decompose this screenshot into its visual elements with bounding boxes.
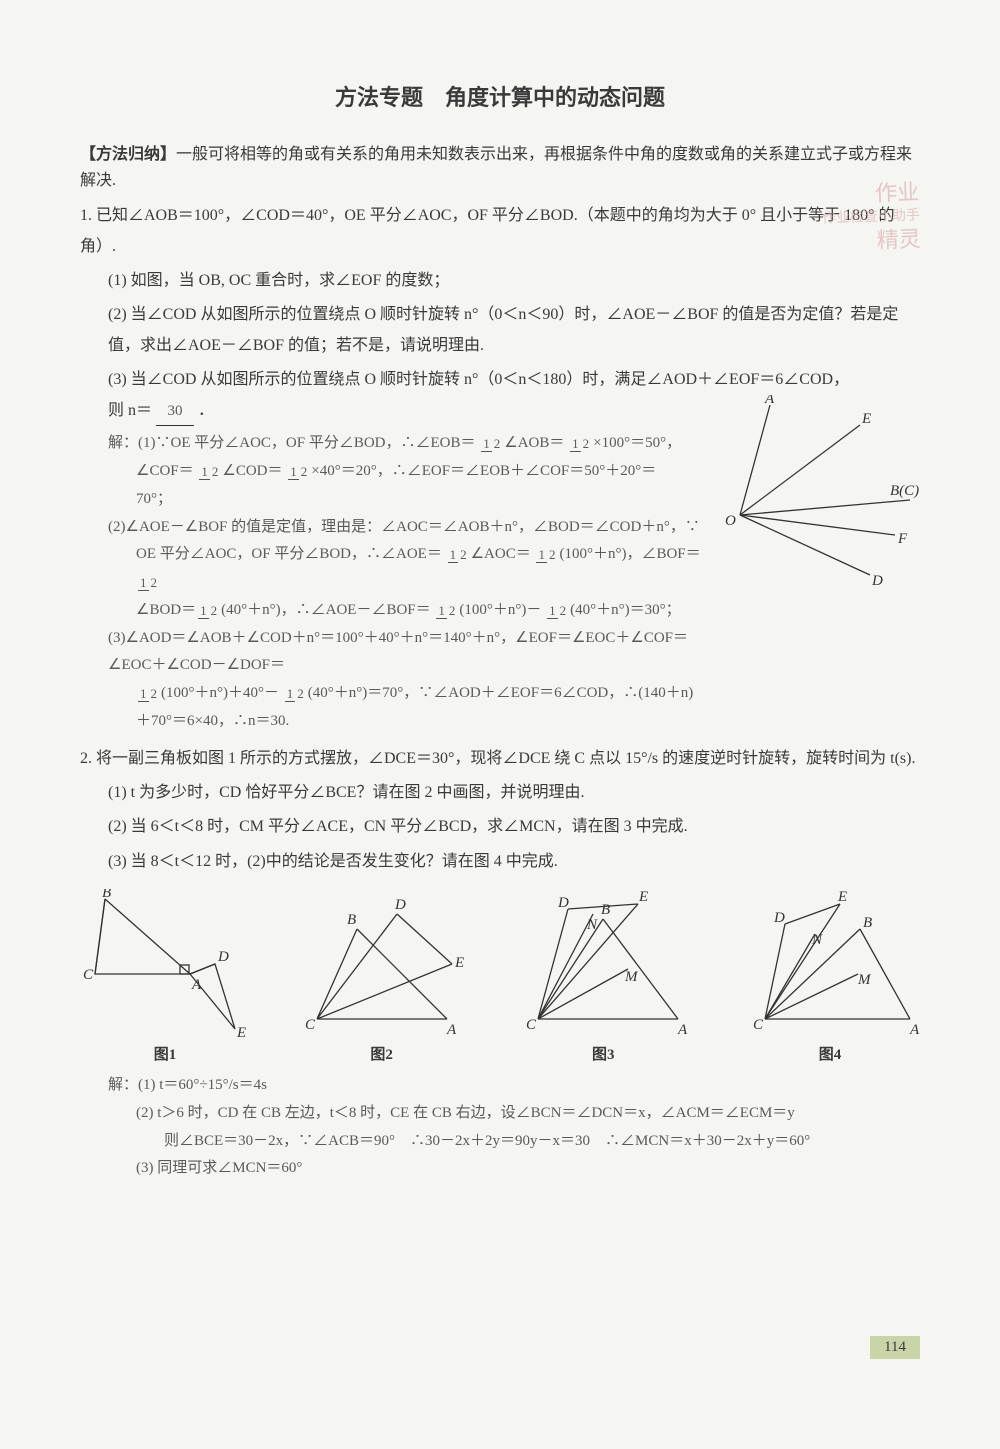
p1-figure: A E O B(C) F D bbox=[710, 395, 920, 585]
p1-sol3a: (3)∠AOD＝∠AOB＋∠COD＋n°＝100°＋40°＋n°＝140°＋n°… bbox=[108, 625, 708, 681]
svg-text:D: D bbox=[394, 897, 406, 913]
p1-q3-answer: 30 bbox=[156, 398, 194, 427]
p1-sol2c: ∠BOD＝12(40°＋n°)，∴∠AOE－∠BOF＝ 12(100°＋n°)－… bbox=[108, 597, 708, 625]
p1-q3b: 则 n＝ bbox=[108, 402, 152, 419]
svg-text:E: E bbox=[236, 1025, 246, 1039]
svg-text:B: B bbox=[102, 889, 111, 901]
page-number: 114 bbox=[870, 1336, 920, 1359]
fig1-E: E bbox=[861, 411, 871, 427]
fig1-caption: 图1 bbox=[80, 1043, 250, 1064]
method-block: 【方法归纳】一般可将相等的角或有关系的角用未知数表示出来，再根据条件中角的度数或… bbox=[80, 142, 920, 193]
fig2-cell: B D E C A 图2 bbox=[297, 889, 467, 1064]
svg-text:D: D bbox=[773, 910, 785, 926]
svg-text:E: E bbox=[638, 889, 648, 905]
p2-sol: 解：(1) t＝60°÷15°/s＝4s (2) t＞6 时，CD 在 CB 左… bbox=[80, 1072, 920, 1183]
page-title: 方法专题 角度计算中的动态问题 bbox=[80, 80, 920, 112]
svg-text:C: C bbox=[753, 1017, 764, 1033]
p2-q2: (2) 当 6＜t＜8 时，CM 平分∠ACE，CN 平分∠BCD，求∠MCN，… bbox=[80, 812, 920, 842]
p1-q1: (1) 如图，当 OB, OC 重合时，求∠EOF 的度数； bbox=[80, 266, 920, 296]
p2-sol2: (2) t＞6 时，CD 在 CB 左边，t＜8 时，CE 在 CB 右边，设∠… bbox=[108, 1100, 920, 1128]
fig1-O: O bbox=[725, 513, 736, 529]
method-text: 一般可将相等的角或有关系的角用未知数表示出来，再根据条件中角的度数或角的关系建立… bbox=[80, 146, 912, 189]
svg-text:N: N bbox=[586, 917, 598, 933]
svg-text:B: B bbox=[863, 915, 872, 931]
p1-sol1b: ∠COF＝ 12∠COD＝ 12×40°＝20°，∴∠EOF＝∠EOB＋∠COF… bbox=[108, 458, 708, 486]
fig4-caption: 图4 bbox=[740, 1043, 920, 1064]
svg-text:A: A bbox=[191, 977, 202, 993]
svg-text:D: D bbox=[217, 949, 229, 965]
p2-sol3: (3) 同理可求∠MCN＝60° bbox=[108, 1155, 920, 1183]
p2-q1: (1) t 为多少时，CD 恰好平分∠BCE？请在图 2 中画图，并说明理由. bbox=[80, 778, 920, 808]
p2-stem: 2. 将一副三角板如图 1 所示的方式摆放，∠DCE＝30°，现将∠DCE 绕 … bbox=[80, 744, 920, 774]
p1-sol2a: (2)∠AOE－∠BOF 的值是定值，理由是：∠AOC＝∠AOB＋n°，∠BOD… bbox=[108, 514, 708, 542]
svg-text:C: C bbox=[305, 1017, 316, 1033]
p1-stem: 1. 已知∠AOB＝100°，∠COD＝40°，OE 平分∠AOC，OF 平分∠… bbox=[80, 201, 920, 262]
svg-text:A: A bbox=[677, 1022, 688, 1038]
fig1-B: B(C) bbox=[890, 483, 919, 499]
svg-text:E: E bbox=[454, 955, 464, 971]
svg-text:M: M bbox=[857, 972, 872, 988]
fig1-A: A bbox=[764, 395, 775, 407]
p1-sol3b: 12(100°＋n°)＋40°－ 12(40°＋n°)＝70°，∵∠AOD＋∠E… bbox=[108, 680, 708, 736]
p1-sol1a: 解：(1)∵OE 平分∠AOC，OF 平分∠BOD，∴∠EOB＝ 12∠AOB＝… bbox=[108, 430, 708, 458]
p2-q3: (3) 当 8＜t＜12 时，(2)中的结论是否发生变化？请在图 4 中完成. bbox=[80, 847, 920, 877]
svg-text:E: E bbox=[837, 889, 847, 905]
svg-text:A: A bbox=[446, 1022, 457, 1038]
p1-q2: (2) 当∠COD 从如图所示的位置绕点 O 顺时针旋转 n°（0＜n＜90）时… bbox=[80, 300, 920, 361]
p1-sol2b: OE 平分∠AOC，OF 平分∠BOD，∴∠AOE＝ 12∠AOC＝ 12(10… bbox=[108, 541, 708, 597]
page: 方法专题 角度计算中的动态问题 【方法归纳】一般可将相等的角或有关系的角用未知数… bbox=[0, 0, 1000, 1183]
method-label: 【方法归纳】 bbox=[80, 146, 176, 163]
p1-sol1c: 70°； bbox=[108, 486, 708, 514]
p1-sol: 解：(1)∵OE 平分∠AOC，OF 平分∠BOD，∴∠EOB＝ 12∠AOB＝… bbox=[80, 430, 708, 735]
svg-text:C: C bbox=[526, 1017, 537, 1033]
svg-text:B: B bbox=[347, 912, 356, 928]
p2-figures: B C A D E 图1 bbox=[80, 889, 920, 1064]
svg-text:C: C bbox=[83, 967, 94, 983]
fig1-D: D bbox=[871, 573, 883, 585]
svg-text:D: D bbox=[557, 895, 569, 911]
p2-sol1: 解：(1) t＝60°÷15°/s＝4s bbox=[108, 1072, 920, 1100]
fig2-caption: 图2 bbox=[297, 1043, 467, 1064]
fig1-F: F bbox=[897, 531, 908, 547]
fig3-caption: 图3 bbox=[513, 1043, 693, 1064]
fig3-cell: D N B E M C A 图3 bbox=[513, 889, 693, 1064]
svg-text:B: B bbox=[601, 902, 610, 918]
fig4-cell: D N E B M C A 图4 bbox=[740, 889, 920, 1064]
svg-text:N: N bbox=[811, 932, 823, 948]
svg-text:M: M bbox=[624, 969, 639, 985]
svg-text:A: A bbox=[909, 1022, 920, 1038]
p1-q3c: ． bbox=[198, 402, 214, 419]
fig1-cell: B C A D E 图1 bbox=[80, 889, 250, 1064]
p1-q3a: (3) 当∠COD 从如图所示的位置绕点 O 顺时针旋转 n°（0＜n＜180）… bbox=[108, 371, 849, 388]
p2-sol2b: 则∠BCE＝30－2x，∵∠ACB＝90° ∴30－2x＋2y＝90y－x＝30… bbox=[108, 1128, 920, 1156]
